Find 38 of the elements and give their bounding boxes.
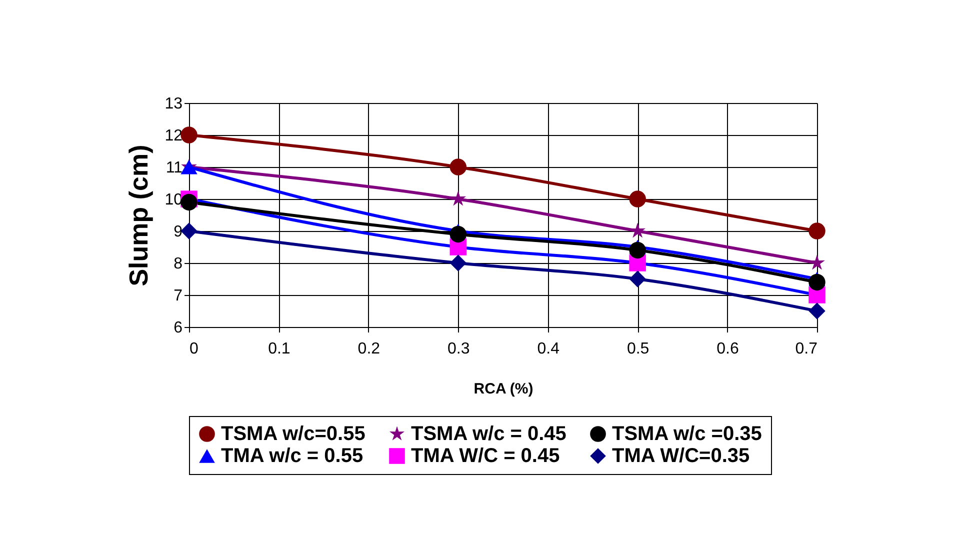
point <box>450 158 467 176</box>
y-axis-title: Slump (cm) <box>124 144 154 286</box>
y-tick-label: 7 <box>174 288 183 304</box>
legend-label: TMA w/c = 0.55 <box>221 445 364 467</box>
point <box>808 302 826 320</box>
y-tick-label: 11 <box>166 160 183 176</box>
x-axis-title: RCA (%) <box>474 380 534 398</box>
x-tick-label: 0.3 <box>448 340 470 358</box>
point <box>450 190 466 206</box>
x-tick-label: 0.2 <box>358 340 380 358</box>
point <box>808 274 826 291</box>
legend-label: TMA W/C=0.35 <box>612 445 750 467</box>
point <box>809 254 825 270</box>
legend-label: TMA W/C = 0.45 <box>411 445 560 467</box>
y-tick-label: 8 <box>174 256 183 272</box>
point <box>808 222 826 240</box>
legend-label: TSMA w/c =0.35 <box>612 423 762 445</box>
point <box>629 190 646 208</box>
x-tick-label: 0.4 <box>537 340 560 358</box>
point <box>180 194 198 211</box>
y-tick-label: 9 <box>174 224 183 240</box>
legend-label: TSMA w/c=0.55 <box>221 423 366 445</box>
y-tick-label: 13 <box>164 96 183 112</box>
x-tick-label: 0 <box>190 340 198 358</box>
point <box>180 222 198 240</box>
x-tick-label: 0.5 <box>626 340 650 358</box>
x-tick-label: 0.1 <box>268 340 290 358</box>
x-tick-label: 0.6 <box>716 340 740 358</box>
point <box>450 226 467 243</box>
x-tick-label: 0.7 <box>795 340 818 358</box>
point <box>629 270 646 288</box>
legend-label: TSMA w/c = 0.45 <box>411 423 566 445</box>
point <box>629 242 646 259</box>
point <box>450 254 467 272</box>
point <box>630 222 646 238</box>
point <box>180 126 198 144</box>
y-tick-label: 6 <box>174 320 183 336</box>
y-tick-label: 12 <box>164 128 183 144</box>
